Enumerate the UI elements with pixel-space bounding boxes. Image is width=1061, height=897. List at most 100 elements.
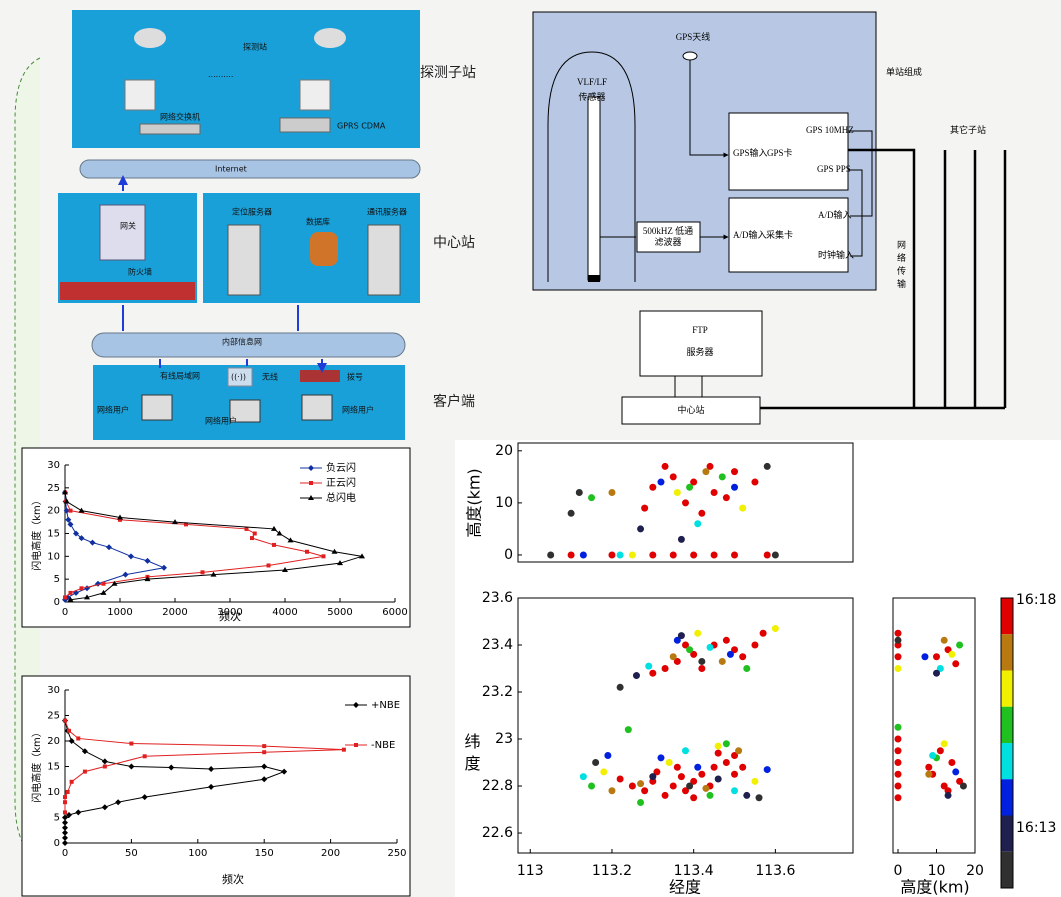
point: [645, 663, 652, 670]
marker: [354, 743, 358, 747]
point: [568, 551, 575, 558]
x-tick-label: 0: [62, 848, 68, 859]
point: [929, 752, 936, 759]
point: [662, 463, 669, 470]
legend-label: +NBE: [371, 700, 400, 711]
point: [649, 773, 656, 780]
figure-frame: [455, 440, 1061, 897]
legend-label: 负云闪: [326, 461, 356, 474]
text: 网络传输: [896, 240, 906, 292]
marker: [69, 591, 73, 595]
text: 500kHZ 低通: [643, 225, 693, 236]
marker: [342, 748, 346, 752]
y-tick-label: 10: [47, 787, 60, 798]
point: [925, 771, 932, 778]
point: [739, 764, 746, 771]
text: 滤波器: [654, 236, 681, 247]
colorbar-band: [1001, 634, 1013, 670]
text: ··········: [208, 73, 233, 82]
point: [694, 764, 701, 771]
text: 数据库: [306, 217, 330, 227]
point: [641, 505, 648, 512]
point: [731, 484, 738, 491]
x-tick-label: 100: [188, 848, 207, 859]
text: 其它子站: [950, 124, 986, 135]
marker: [63, 795, 67, 799]
pc: [302, 395, 332, 420]
y-tick-label: 0: [54, 838, 60, 849]
text: 拨号: [347, 372, 363, 382]
point: [698, 771, 705, 778]
y-tick-label: 10: [495, 495, 513, 511]
marker: [69, 509, 73, 513]
y-tick-label: 20: [47, 506, 60, 517]
text: ((·)): [231, 373, 246, 382]
point: [764, 766, 771, 773]
point: [629, 551, 636, 558]
point: [723, 494, 730, 501]
y-axis-label: 闪电高度（km）: [30, 495, 43, 571]
point: [751, 479, 758, 486]
server: [368, 225, 400, 295]
gps-antenna: [683, 52, 697, 60]
point: [547, 551, 554, 558]
y-tick-label: 0: [504, 547, 513, 563]
text: Internet: [215, 165, 247, 174]
x-tick-label: 113.2: [592, 863, 632, 879]
point: [921, 653, 928, 660]
marker: [83, 770, 87, 774]
point: [723, 759, 730, 766]
text: 防火墙: [128, 267, 152, 277]
text: A/D输入: [818, 209, 852, 220]
text: GPS天线: [676, 31, 711, 42]
point: [666, 759, 673, 766]
point: [588, 494, 595, 501]
text: GPS输入: [733, 147, 768, 158]
marker: [250, 536, 254, 540]
marker: [272, 543, 276, 547]
point: [608, 787, 615, 794]
point: [731, 771, 738, 778]
point: [895, 630, 902, 637]
point: [617, 775, 624, 782]
y-tick-label: 5: [54, 813, 60, 824]
point: [580, 551, 587, 558]
point: [686, 646, 693, 653]
page: 探测站 ·········· 网络交换机 GPRS CDMA Internet …: [0, 0, 1061, 897]
antenna: [134, 28, 166, 48]
server: [228, 225, 260, 295]
modem: [280, 118, 330, 132]
text: 探测站: [243, 42, 267, 52]
marker: [103, 765, 107, 769]
marker: [262, 750, 266, 754]
point: [711, 551, 718, 558]
text: 传感器: [578, 91, 605, 102]
point: [739, 505, 746, 512]
point: [719, 473, 726, 480]
text: 中心站: [677, 404, 704, 415]
text: 网关: [120, 221, 136, 231]
x-tick-label: 113.6: [755, 863, 795, 879]
sensor-foot: [588, 275, 600, 282]
text: GPS 10MHZ: [806, 125, 854, 135]
colorbar-band: [1001, 743, 1013, 779]
y-axis-label: 闪电高度（km）: [30, 727, 43, 803]
point: [698, 665, 705, 672]
y-tick-label: 10: [47, 551, 60, 562]
point: [764, 551, 771, 558]
text: 采集卡: [766, 229, 793, 240]
y-tick-label: 30: [47, 685, 60, 696]
y-tick-label: 25: [47, 483, 60, 494]
marker: [253, 532, 257, 536]
text: 时钟输入: [818, 249, 854, 260]
point: [925, 764, 932, 771]
legend-label: 总闪电: [326, 491, 356, 504]
text: 探测子站: [420, 65, 476, 81]
point: [956, 642, 963, 649]
y-tick-label: 15: [47, 529, 60, 540]
internet-bar: [80, 160, 420, 178]
gateway: [100, 205, 145, 260]
text: 客户端: [433, 393, 475, 410]
point: [719, 658, 726, 665]
text: 服务器: [686, 346, 713, 357]
